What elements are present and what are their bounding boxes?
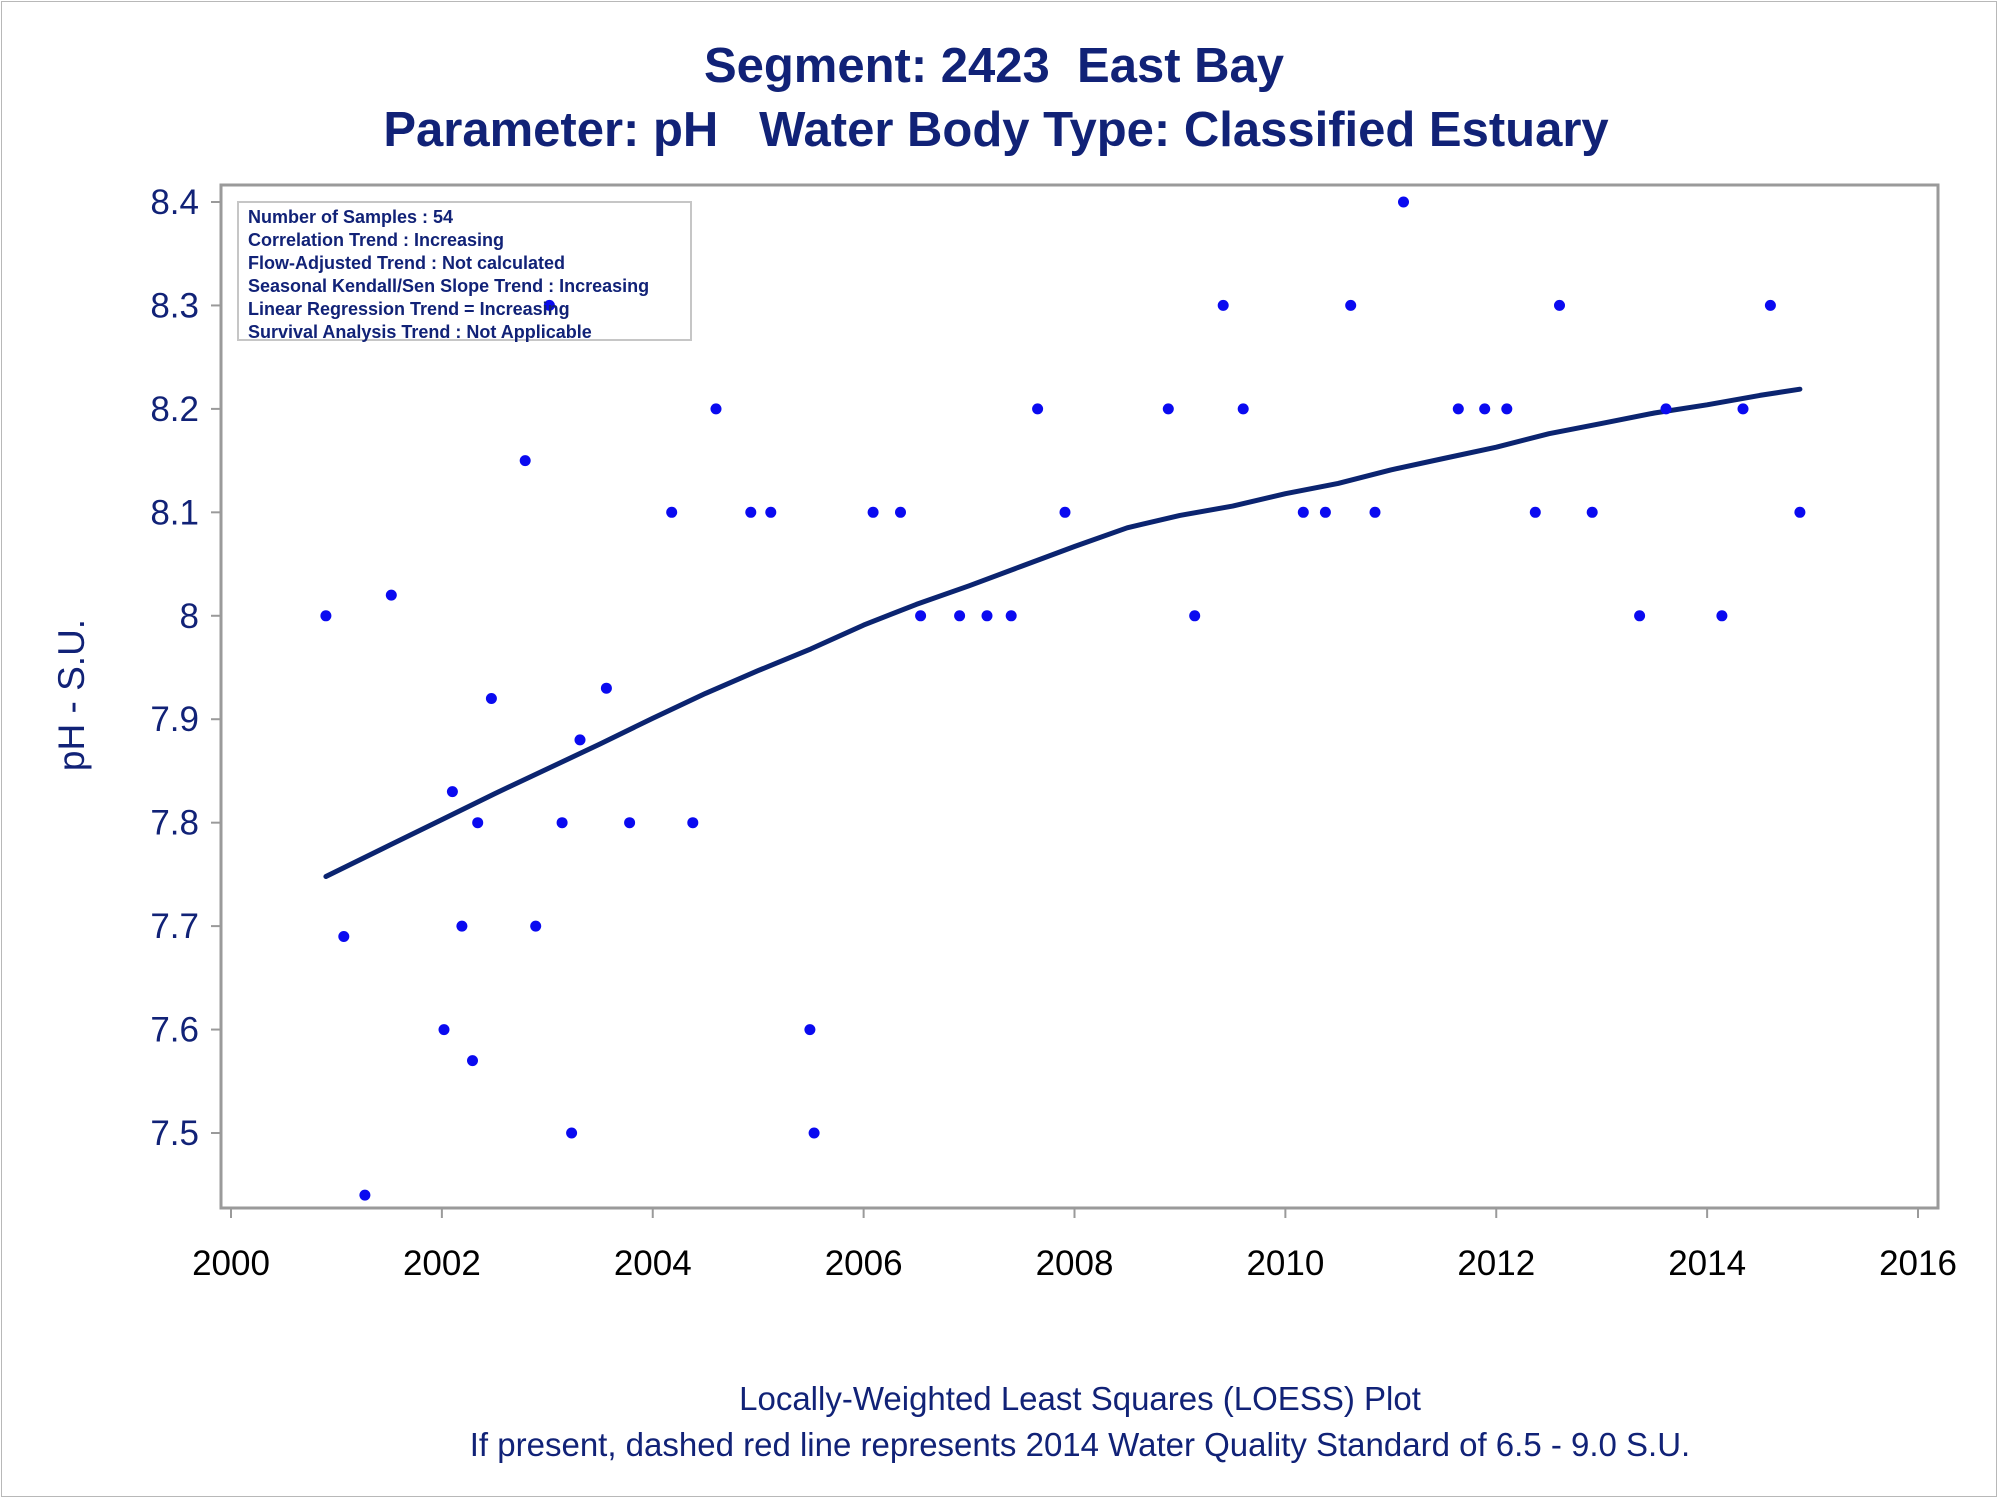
x-tick-label: 2002 xyxy=(403,1244,481,1283)
chart-subtitle: Parameter: pH Water Body Type: Classifie… xyxy=(383,103,1609,157)
data-point xyxy=(1319,506,1331,518)
y-tick-label: 7.9 xyxy=(150,700,199,739)
data-point xyxy=(624,817,636,829)
stats-line-samples: Number of Samples : 54 xyxy=(248,207,454,227)
stats-line-linear-regression: Linear Regression Trend = Increasing xyxy=(248,299,570,319)
y-axis-title: pH - S.U. xyxy=(51,619,92,771)
data-point xyxy=(954,610,966,622)
data-point xyxy=(1005,610,1017,622)
data-point xyxy=(385,589,397,601)
data-point xyxy=(1764,299,1776,311)
data-point xyxy=(1369,506,1381,518)
stats-line-correlation: Correlation Trend : Increasing xyxy=(248,230,505,250)
data-point xyxy=(1398,196,1409,208)
y-tick-label: 8 xyxy=(180,597,199,636)
y-tick-label: 8.4 xyxy=(150,183,199,222)
data-point xyxy=(867,506,879,518)
data-point xyxy=(808,1127,820,1139)
x-tick-label: 2014 xyxy=(1668,1244,1746,1283)
loess-layer xyxy=(323,386,1803,879)
y-tick-label: 7.8 xyxy=(150,804,199,843)
y-tick-label: 8.1 xyxy=(150,493,199,532)
x-tick-label: 2004 xyxy=(614,1244,692,1283)
x-tick-label: 2016 xyxy=(1879,1244,1957,1283)
plot-area xyxy=(219,183,1940,1210)
data-point xyxy=(1554,299,1565,311)
data-point xyxy=(600,682,612,694)
data-point xyxy=(566,1127,578,1139)
data-point xyxy=(574,734,586,746)
x-tick-label: 2010 xyxy=(1246,1244,1324,1283)
data-point xyxy=(1529,506,1541,518)
footnote-loess: Locally-Weighted Least Squares (LOESS) P… xyxy=(739,1380,1421,1417)
y-tick-label: 7.6 xyxy=(150,1011,199,1050)
data-point xyxy=(338,931,350,942)
x-axis: 2000 2002 2004 2006 2008 2010 2012 2014 2016 xyxy=(192,1208,1957,1283)
data-point xyxy=(1501,403,1513,415)
data-point xyxy=(1217,299,1229,311)
y-tick-label: 8.3 xyxy=(150,286,199,325)
stats-line-survival: Survival Analysis Trend : Not Applicable xyxy=(248,322,592,342)
data-point xyxy=(485,693,497,704)
y-tick-label: 7.5 xyxy=(150,1114,199,1153)
data-point xyxy=(359,1189,371,1201)
data-point xyxy=(895,506,906,518)
data-point xyxy=(915,610,927,622)
data-point xyxy=(530,920,542,932)
data-point xyxy=(1162,403,1174,415)
stats-line-seasonal-kendall: Seasonal Kendall/Sen Slope Trend : Incre… xyxy=(248,276,650,296)
y-tick-label: 7.7 xyxy=(150,907,199,946)
data-point xyxy=(1586,506,1598,518)
data-point xyxy=(320,610,332,622)
data-point xyxy=(1059,506,1071,518)
x-tick-label: 2000 xyxy=(192,1244,270,1283)
data-point xyxy=(456,920,468,932)
y-axis: 7.5 7.6 7.7 7.8 7.9 8 8.1 8.2 8.3 8.4 xyxy=(150,183,221,1153)
data-point xyxy=(1660,403,1672,415)
loess-line xyxy=(323,386,1803,879)
data-point xyxy=(981,610,993,622)
x-tick-label: 2008 xyxy=(1036,1244,1114,1283)
data-point xyxy=(1189,610,1201,622)
data-point xyxy=(1345,299,1357,311)
data-point xyxy=(1634,610,1646,622)
data-point xyxy=(710,403,722,415)
data-point xyxy=(687,817,699,829)
data-point xyxy=(804,1024,816,1036)
stats-line-flow-adjusted: Flow-Adjusted Trend : Not calculated xyxy=(248,253,566,273)
data-point xyxy=(519,455,531,467)
data-point xyxy=(1716,610,1728,622)
x-tick-label: 2006 xyxy=(825,1244,903,1283)
data-point xyxy=(765,506,777,518)
data-point xyxy=(1479,403,1491,415)
y-tick-label: 8.2 xyxy=(150,390,199,429)
trend-stats-box: Number of Samples : 54 Correlation Trend… xyxy=(237,201,692,342)
data-point xyxy=(446,786,458,798)
chart-title: Segment: 2423 East Bay xyxy=(703,39,1285,93)
data-point xyxy=(1794,506,1806,518)
data-point xyxy=(438,1024,450,1036)
data-point xyxy=(467,1055,478,1067)
x-tick-label: 2012 xyxy=(1457,1244,1535,1283)
footnote-standard: If present, dashed red line represents 2… xyxy=(469,1426,1691,1463)
data-point xyxy=(1737,403,1749,415)
points-layer xyxy=(320,196,1806,1201)
data-point xyxy=(543,299,555,311)
data-point xyxy=(1032,403,1044,415)
data-point xyxy=(556,817,568,829)
data-point xyxy=(745,506,757,518)
data-point xyxy=(1297,506,1309,518)
data-point xyxy=(666,506,678,518)
data-point xyxy=(1237,403,1249,415)
data-point xyxy=(472,817,484,829)
data-point xyxy=(1452,403,1464,415)
